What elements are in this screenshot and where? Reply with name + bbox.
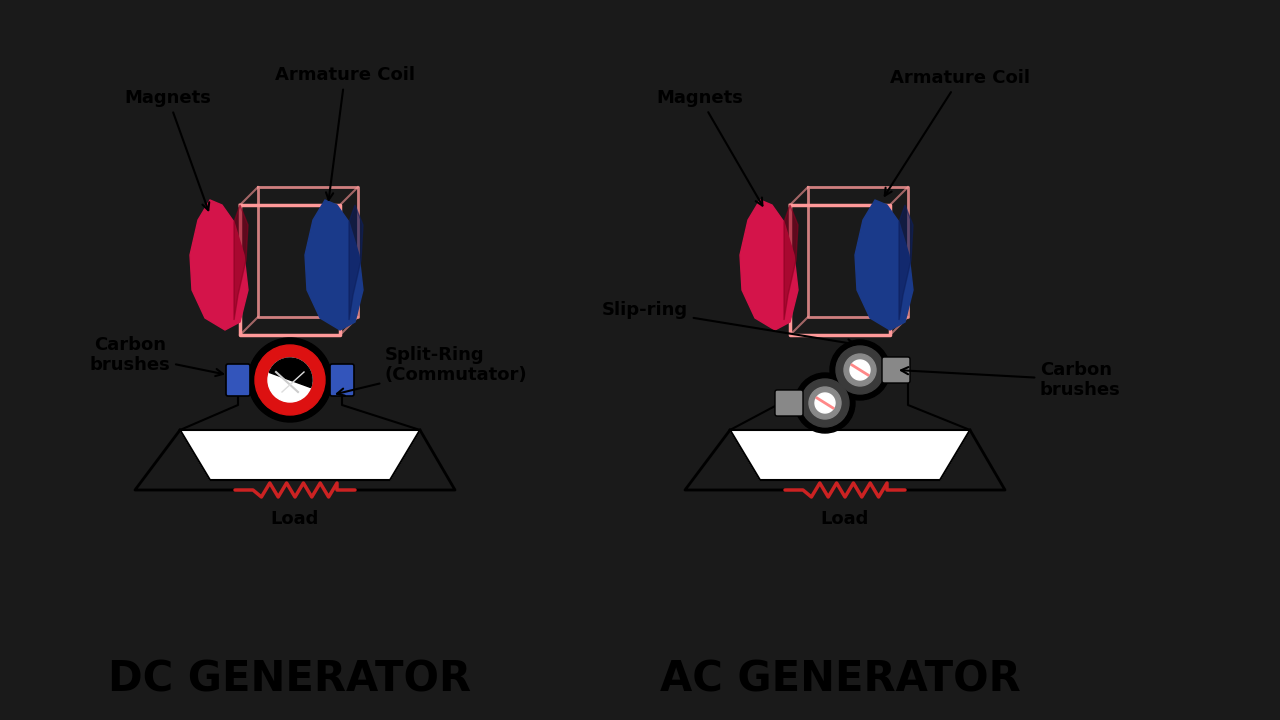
Circle shape <box>815 393 835 413</box>
Polygon shape <box>783 205 797 320</box>
Polygon shape <box>0 0 29 720</box>
Circle shape <box>850 360 870 380</box>
Text: Slip-ring: Slip-ring <box>602 301 855 346</box>
Circle shape <box>829 340 890 400</box>
FancyBboxPatch shape <box>330 364 355 396</box>
Circle shape <box>844 354 876 386</box>
FancyBboxPatch shape <box>227 364 250 396</box>
Text: Load: Load <box>820 510 869 528</box>
Polygon shape <box>855 200 913 330</box>
Text: AC GENERATOR: AC GENERATOR <box>659 658 1020 700</box>
Text: Armature Coil: Armature Coil <box>275 66 415 200</box>
Circle shape <box>801 379 849 427</box>
Polygon shape <box>740 200 797 330</box>
FancyBboxPatch shape <box>774 390 803 416</box>
Circle shape <box>255 345 325 415</box>
Circle shape <box>836 346 884 394</box>
Circle shape <box>248 338 332 422</box>
Text: Magnets: Magnets <box>657 89 763 206</box>
FancyBboxPatch shape <box>882 357 910 383</box>
Polygon shape <box>349 205 364 320</box>
Polygon shape <box>305 200 364 330</box>
Text: Carbon
brushes: Carbon brushes <box>90 336 223 376</box>
Polygon shape <box>180 430 420 480</box>
Circle shape <box>795 373 855 433</box>
Text: Magnets: Magnets <box>124 89 211 210</box>
Polygon shape <box>899 205 913 320</box>
Polygon shape <box>234 205 248 320</box>
Text: Armature Coil: Armature Coil <box>884 69 1030 196</box>
Text: Carbon
brushes: Carbon brushes <box>901 361 1121 400</box>
Circle shape <box>809 387 841 419</box>
Text: DC GENERATOR: DC GENERATOR <box>109 658 471 700</box>
Circle shape <box>268 358 312 402</box>
Text: Load: Load <box>271 510 319 528</box>
Polygon shape <box>189 200 248 330</box>
Wedge shape <box>269 358 312 387</box>
Text: Split-Ring
(Commutator): Split-Ring (Commutator) <box>337 346 527 395</box>
Polygon shape <box>730 430 970 480</box>
Polygon shape <box>1251 0 1280 720</box>
